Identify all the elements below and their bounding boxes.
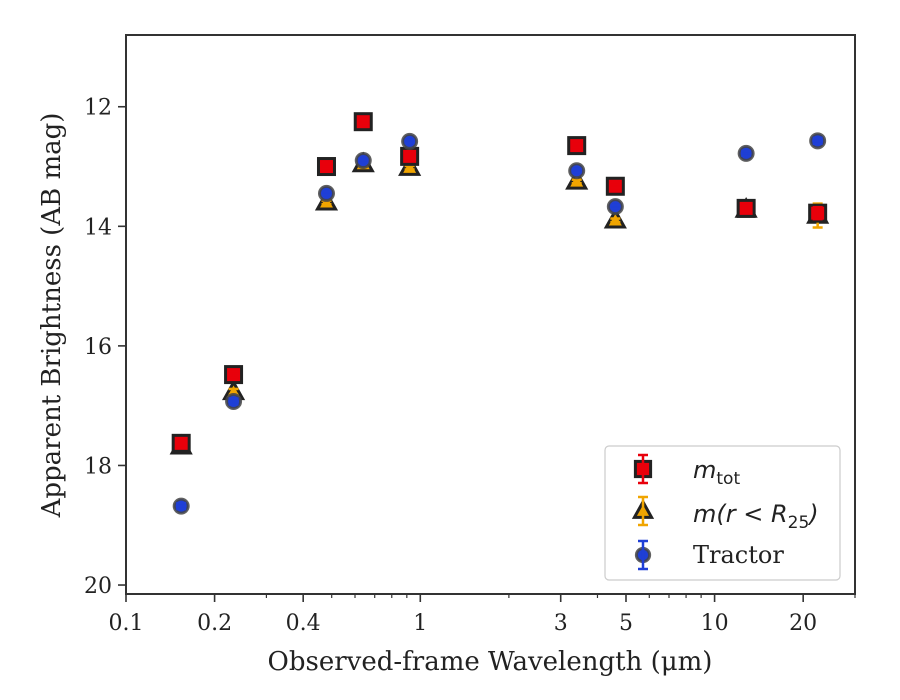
x-tick-label: 0.4 xyxy=(286,611,321,636)
x-tick-label: 5 xyxy=(619,611,633,636)
data-point xyxy=(808,203,828,223)
y-axis-label: Apparent Brightness (AB mag) xyxy=(37,113,67,519)
data-point xyxy=(737,144,755,162)
x-tick-label: 3 xyxy=(554,611,568,636)
legend-box xyxy=(604,445,841,581)
legend-entry-tractor: Tractor xyxy=(634,539,784,571)
y-ticks: 12 14 16 18 20 xyxy=(84,96,126,599)
data-point xyxy=(224,365,244,385)
data-points xyxy=(169,112,830,515)
x-tick-label: 20 xyxy=(789,611,817,636)
y-tick-label: 16 xyxy=(84,335,112,360)
data-point xyxy=(401,132,419,150)
legend-marker-triangle xyxy=(631,495,655,527)
data-point xyxy=(172,497,190,515)
data-point xyxy=(171,433,191,453)
legend: mtot m(r < R25) Tractor xyxy=(604,445,841,581)
x-tick-label: 0.2 xyxy=(197,611,232,636)
data-point xyxy=(736,198,756,218)
data-point xyxy=(316,157,336,177)
x-axis-label: Observed-frame Wavelength (μm) xyxy=(268,647,713,677)
data-point xyxy=(354,152,372,170)
series-triangle xyxy=(169,151,830,455)
legend-entry-m-tot: mtot xyxy=(633,453,740,489)
data-point xyxy=(353,112,373,132)
data-point xyxy=(809,132,827,150)
legend-label-tractor: Tractor xyxy=(693,541,784,569)
data-point xyxy=(565,168,589,190)
data-point xyxy=(606,198,624,216)
series-circle xyxy=(172,132,827,515)
x-tick-label: 1 xyxy=(413,611,427,636)
data-point xyxy=(568,162,586,180)
data-point xyxy=(603,207,627,229)
data-point xyxy=(400,146,420,166)
y-tick-label: 20 xyxy=(84,574,112,599)
data-point xyxy=(225,392,243,410)
data-point xyxy=(398,155,422,176)
data-point xyxy=(567,136,587,156)
plot-frame xyxy=(125,34,856,595)
legend-marker-circle xyxy=(634,539,652,571)
y-tick-label: 18 xyxy=(84,454,112,479)
legend-label-m-tot: mtot xyxy=(693,456,740,489)
legend-entry-m-r25: m(r < R25) xyxy=(631,495,819,533)
y-tick-label: 12 xyxy=(84,96,112,121)
x-tick-label: 0.1 xyxy=(109,611,144,636)
data-point xyxy=(317,184,335,202)
legend-label-m-r25: m(r < R25) xyxy=(693,500,819,533)
x-ticks: 0.1 0.2 0.4 1 3 5 10 20 xyxy=(109,594,856,636)
x-tick-label: 10 xyxy=(701,611,729,636)
y-tick-label: 14 xyxy=(84,215,112,240)
series-square xyxy=(171,112,828,453)
legend-marker-square xyxy=(633,453,653,485)
data-point xyxy=(605,176,625,196)
